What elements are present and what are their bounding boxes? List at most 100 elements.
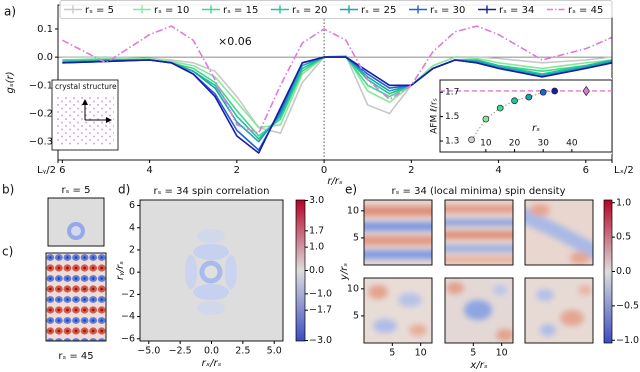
x-axis-label: rₛ [532, 123, 540, 134]
inset-label: crystal structure [55, 82, 117, 91]
colorbar-tick-label: −1.0 [309, 288, 332, 299]
x-tick-label: 10 [415, 348, 427, 359]
panel-label: d) [118, 183, 130, 197]
heatmap-e [364, 200, 593, 343]
heatmap-d [140, 200, 283, 341]
y-tick-label: −0.3 [29, 137, 53, 148]
x-tick-label: 5 [389, 348, 395, 359]
legend-label: rₛ = 30 [430, 5, 465, 16]
y-tick-label: 0.0 [37, 52, 53, 63]
colorbar-tick-label: −0.5 [616, 300, 639, 311]
legend-label: rₛ = 45 [568, 5, 603, 16]
x-tick-label: 2 [234, 165, 240, 176]
y-tick-label: −4 [121, 311, 135, 322]
legend-label: rₛ = 20 [292, 5, 327, 16]
colorbar-tick-label: 1.7 [309, 225, 324, 236]
x-axis-label: r/rₛ [327, 176, 343, 187]
x-tick-label: 40 [566, 139, 578, 149]
y-tick-label: −2 [121, 289, 135, 300]
point [525, 93, 533, 101]
axes-layer: crystal structure a) rₛ = 5 b) rₛ = 45 c) rₛ =… [2, 5, 639, 372]
legend-label: rₛ = 25 [361, 5, 396, 16]
y-tick-label: 1.3 [445, 137, 459, 147]
heatmap-c [46, 253, 106, 341]
legend-label: rₛ = 34 [499, 5, 534, 16]
heatmap-frame [524, 277, 594, 344]
y-tick-label: 0.1 [37, 24, 53, 35]
x-tick-label: 6 [583, 165, 589, 176]
crystal-inset [51, 79, 119, 151]
panel-title: rₛ = 34 spin correlation [154, 186, 270, 197]
panel-label: e) [345, 183, 357, 197]
panel-label: a) [4, 5, 16, 19]
x-tick-label: 30 [537, 139, 549, 149]
heatmap-frame [444, 199, 514, 266]
panel-label: b) [2, 183, 14, 197]
plot-layer: −0.3−0.2−0.10.00.1Lᵧ/2 6 4 2 0 2 4 6 Lₓ/2r/rₛgₛ(… [5, 0, 634, 187]
x-tick-label: 2.5 [235, 346, 250, 357]
point [582, 85, 590, 97]
x-tick-label: 5 [470, 348, 476, 359]
colorbar [603, 199, 613, 344]
y-tick-label: −0.1 [29, 80, 53, 91]
y-tick-label: 10 [347, 283, 359, 294]
x-tick-label: 4 [146, 165, 152, 176]
legend-label: rₛ = 15 [223, 5, 258, 16]
colorbar-tick-label: 1.0 [616, 197, 631, 208]
y-tick-label: 0 [129, 267, 135, 278]
x-tick-label: Lₓ/2 [614, 165, 634, 176]
colorbar-tick-label: 3.0 [309, 195, 324, 206]
series-line [62, 56, 613, 154]
colorbar-tick-label: −1.7 [309, 305, 332, 316]
heatmap-frame [444, 277, 514, 344]
point [539, 88, 547, 96]
colorbar-tick-label: 0.0 [616, 266, 631, 277]
y-axis-label: rᵧ/rₛ [115, 261, 126, 280]
x-tick-label: Lᵧ/2 [37, 165, 56, 176]
point [511, 97, 518, 105]
x-tick-label: 4 [495, 165, 501, 176]
point [468, 136, 475, 144]
heatmap-frame [524, 199, 594, 266]
x-tick-label: 0.0 [204, 346, 219, 357]
y-axis-label: AFM ℓ/rₛ [430, 98, 440, 134]
point [482, 115, 490, 123]
colorbar [295, 199, 306, 342]
heatmap-frame [47, 197, 105, 247]
x-axis-label: rₓ/rₛ [202, 358, 222, 369]
decorations [46, 79, 593, 343]
x-tick-label: 5.0 [267, 346, 282, 357]
panel-title: rₛ = 5 [62, 185, 91, 196]
colorbar-tick-label: 0.5 [616, 232, 631, 243]
x-tick-label: 6 [59, 165, 65, 176]
y-tick-label: 2 [129, 244, 135, 255]
x-tick-label: 0 [321, 165, 327, 176]
heatmap-b [48, 198, 104, 246]
y-axis-label: y/rₛ [339, 263, 350, 281]
y-tick-label: 1.5 [445, 112, 459, 122]
series-line [62, 25, 613, 134]
x-tick-label: 20 [509, 139, 521, 149]
x-tick-label: −5.0 [137, 346, 160, 357]
panel-title: rₛ = 34 (local minima) spin density [392, 186, 566, 197]
panel-label: c) [2, 245, 13, 259]
x-tick-label: 10 [480, 139, 492, 149]
heatmap-frame [363, 277, 433, 344]
y-tick-label: −0.2 [29, 109, 53, 120]
x-axis-label: x/rₛ [469, 360, 487, 371]
colorbar-tick-label: −1.0 [616, 335, 639, 346]
legend-label: rₛ = 10 [154, 5, 189, 16]
colorbar-tick-label: 0.0 [309, 265, 324, 276]
legend-box [59, 0, 613, 19]
y-axis-label: gₛ(r) [5, 72, 16, 94]
legend: rₛ = 5 rₛ = 10 rₛ = 15 rₛ = 20 rₛ = 25 rₛ = 3… [59, 0, 613, 19]
y-tick-label: 10 [347, 205, 359, 216]
y-tick-label: 5 [353, 310, 359, 321]
point [496, 104, 504, 112]
colorbar-tick-label: −3.0 [309, 335, 332, 346]
point [551, 87, 559, 95]
colorbar-tick-label: 1.0 [309, 242, 324, 253]
y-tick-label: 5 [353, 232, 359, 243]
heatmap-frame [45, 252, 107, 342]
